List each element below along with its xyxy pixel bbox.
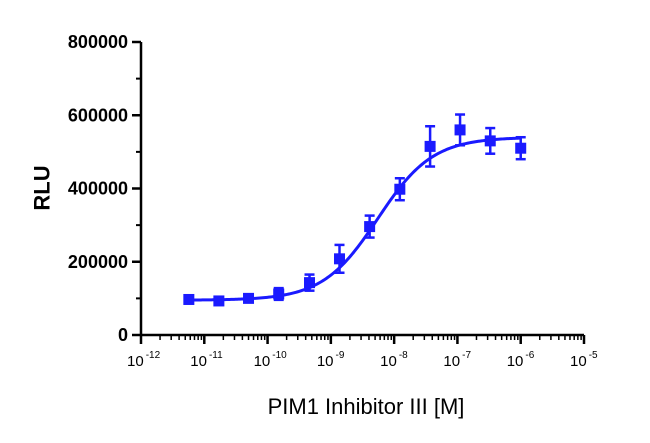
data-point (364, 214, 376, 239)
x-tick-label: 10 -8 (380, 350, 408, 370)
x-tick-label: 10 -9 (317, 350, 345, 370)
data-marker (213, 295, 225, 307)
x-tick-label: 10 -7 (443, 350, 471, 370)
y-tick-label: 0 (118, 325, 128, 345)
data-marker (424, 140, 436, 152)
x-tick-label: 10 -11 (190, 350, 223, 370)
x-tick-label: 10 -5 (570, 350, 598, 370)
data-marker (273, 288, 285, 300)
data-point (304, 273, 316, 292)
data-point (515, 135, 527, 161)
data-marker (484, 135, 496, 147)
data-points-layer (183, 113, 527, 307)
fit-curve-layer (188, 136, 521, 302)
data-marker (183, 293, 195, 305)
x-ticks: 10 -12 10 -11 10 -10 10 -9 10 -8 10 -7 10 -6 10 -5 (127, 335, 598, 370)
data-marker (334, 253, 346, 265)
data-marker (454, 124, 466, 136)
data-point (454, 113, 466, 147)
data-marker (243, 292, 255, 304)
data-point (243, 292, 255, 304)
data-marker (515, 142, 527, 154)
y-ticks: 0 200000 400000 600000 800000 (68, 32, 141, 345)
fit-curve (188, 136, 521, 302)
data-point (183, 293, 195, 305)
x-tick-label: 10 -10 (254, 350, 288, 370)
y-tick-label: 800000 (68, 32, 128, 52)
axes (139, 42, 584, 337)
data-point (424, 124, 436, 168)
y-tick-label: 400000 (68, 179, 128, 199)
data-marker (304, 277, 316, 289)
data-marker (394, 183, 406, 195)
x-tick-label: 10 -12 (127, 350, 161, 370)
data-marker (364, 221, 376, 233)
data-point (394, 176, 406, 202)
data-point (273, 286, 285, 302)
x-axis-label: PIM1 Inhibitor III [M] (268, 394, 465, 419)
x-tick-label: 10 -6 (507, 350, 535, 370)
data-point (213, 295, 225, 307)
y-tick-label: 200000 (68, 252, 128, 272)
data-point (484, 126, 496, 155)
y-axis-label: RLU (30, 165, 55, 210)
data-point (334, 243, 346, 274)
y-tick-label: 600000 (68, 105, 128, 125)
